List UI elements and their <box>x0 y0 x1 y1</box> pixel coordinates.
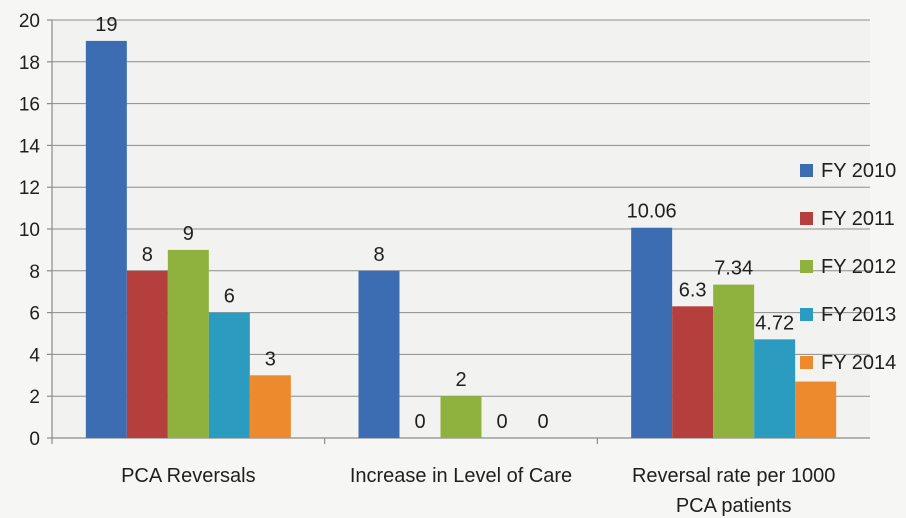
data-label: 0 <box>414 411 425 433</box>
bar-fy-2012 <box>713 284 755 438</box>
bar-fy-2010 <box>85 40 127 439</box>
legend-swatch <box>800 260 813 273</box>
y-tick-label: 16 <box>19 95 40 116</box>
legend-label: FY 2013 <box>821 304 896 326</box>
legend-label: FY 2012 <box>821 256 896 278</box>
data-label: 8 <box>142 244 153 266</box>
bar-fy-2010 <box>358 270 400 438</box>
data-label: 7.34 <box>714 258 753 280</box>
bar-fy-2014 <box>249 375 291 438</box>
y-tick-label: 4 <box>29 345 40 366</box>
data-label: 0 <box>496 411 507 433</box>
legend-label: FY 2011 <box>821 208 895 230</box>
data-label: 8 <box>373 244 384 266</box>
legend-swatch <box>800 308 813 321</box>
bar-fy-2012 <box>440 396 482 438</box>
y-tick-label: 6 <box>29 304 40 325</box>
bar-fy-2014 <box>795 381 837 438</box>
data-label: 6.3 <box>679 279 707 301</box>
bar-fy-2010 <box>631 227 673 438</box>
y-tick-label: 8 <box>29 262 40 283</box>
legend-label: FY 2014 <box>821 352 896 374</box>
legend-swatch <box>800 356 813 369</box>
bar-fy-2013 <box>754 339 796 438</box>
x-category-label: Increase in Level of Care <box>350 465 572 487</box>
y-tick-label: 2 <box>29 387 40 408</box>
legend-label: FY 2010 <box>821 160 896 182</box>
y-tick-label: 0 <box>29 429 40 450</box>
y-tick-label: 18 <box>19 53 40 74</box>
data-label: 0 <box>537 411 548 433</box>
y-tick-label: 12 <box>19 178 40 199</box>
data-label: 10.06 <box>627 201 677 223</box>
bar-fy-2012 <box>167 249 209 438</box>
x-category-label: PCA patients <box>676 495 792 517</box>
data-label: 19 <box>95 14 117 36</box>
legend-swatch <box>800 212 813 225</box>
bar-fy-2011 <box>672 306 714 438</box>
data-label: 6 <box>224 286 235 308</box>
data-label: 3 <box>265 348 276 370</box>
data-label: 2 <box>455 369 466 391</box>
bar-fy-2011 <box>126 270 168 438</box>
y-tick-label: 10 <box>19 220 40 241</box>
data-label: 9 <box>183 223 194 245</box>
legend-swatch <box>800 164 813 177</box>
y-tick-label: 20 <box>19 11 40 32</box>
x-category-label: Reversal rate per 1000 <box>632 465 835 487</box>
bar-fy-2013 <box>208 312 250 438</box>
y-tick-label: 14 <box>19 136 41 157</box>
x-category-label: PCA Reversals <box>121 465 256 487</box>
data-label: 4.72 <box>755 312 794 334</box>
